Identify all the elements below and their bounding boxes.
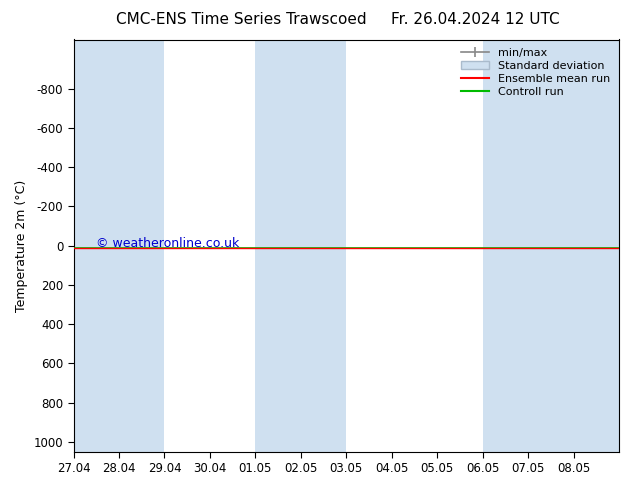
- Bar: [256, 40, 301, 452]
- Bar: [528, 40, 574, 452]
- Bar: [301, 40, 346, 452]
- Text: Fr. 26.04.2024 12 UTC: Fr. 26.04.2024 12 UTC: [391, 12, 560, 27]
- Legend: min/max, Standard deviation, Ensemble mean run, Controll run: min/max, Standard deviation, Ensemble me…: [458, 45, 614, 100]
- Bar: [482, 40, 528, 452]
- Y-axis label: Temperature 2m (°C): Temperature 2m (°C): [15, 179, 28, 312]
- Bar: [74, 40, 119, 452]
- Bar: [119, 40, 164, 452]
- Text: CMC-ENS Time Series Trawscoed: CMC-ENS Time Series Trawscoed: [115, 12, 366, 27]
- Bar: [574, 40, 619, 452]
- Text: © weatheronline.co.uk: © weatheronline.co.uk: [96, 238, 240, 250]
